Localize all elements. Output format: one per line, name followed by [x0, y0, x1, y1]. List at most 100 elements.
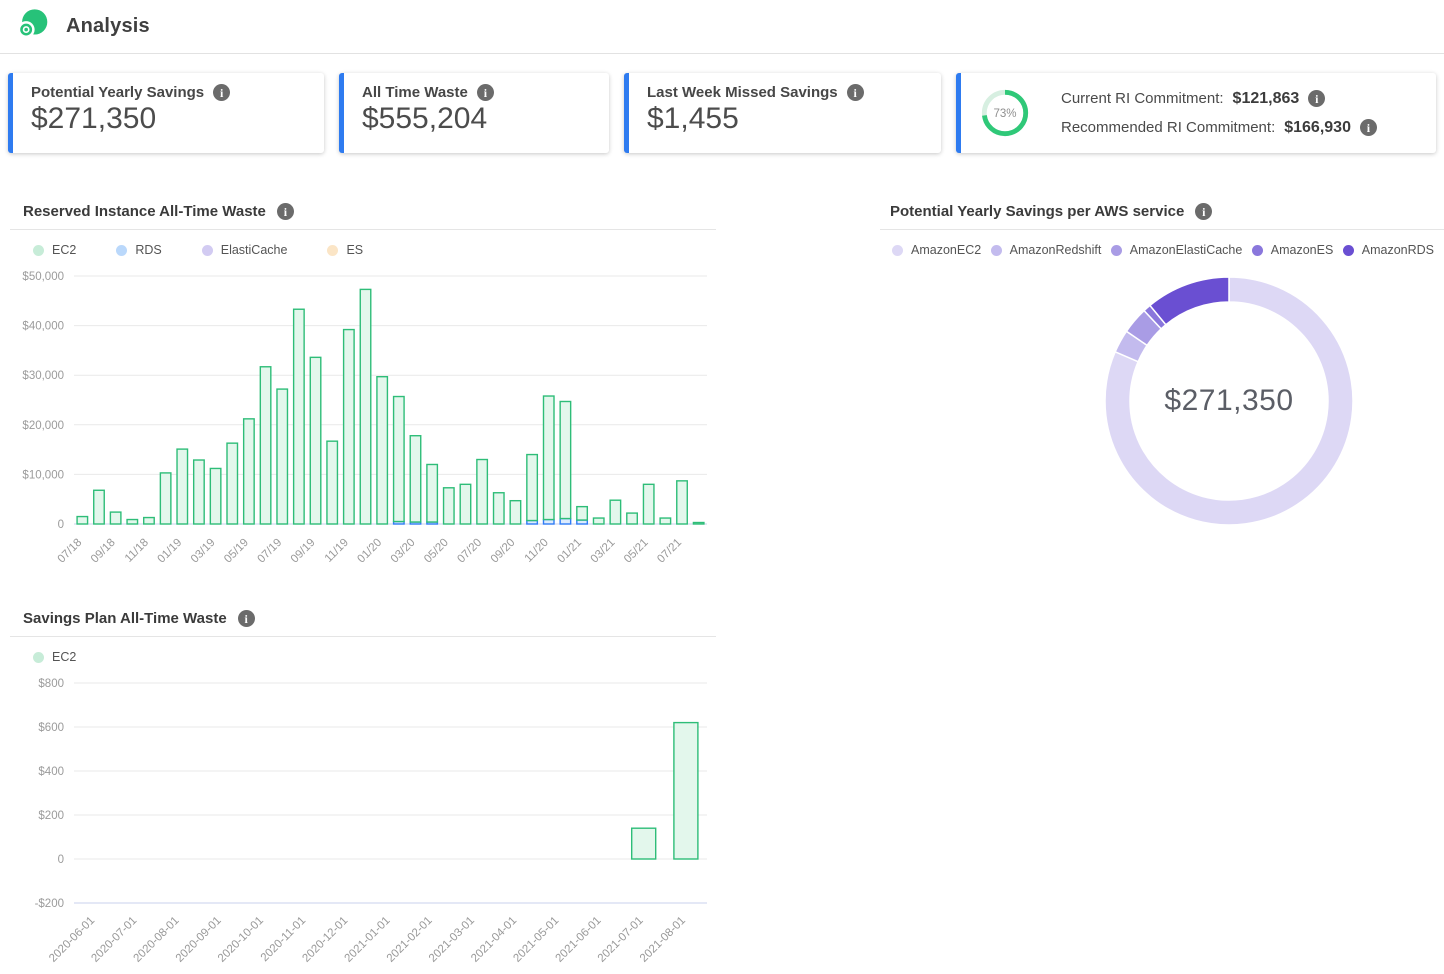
sp-waste-bar-chart[interactable]: $800$600$400$2000-$2002020-06-012020-07-… — [10, 669, 716, 969]
donut-segment-AmazonEC2[interactable] — [1104, 276, 1354, 526]
legend-dot — [116, 244, 128, 256]
x-tick-label: 03/19 — [189, 537, 218, 566]
legend-label: AmazonRDS — [1361, 243, 1434, 257]
legend-item-EC2[interactable]: EC2 — [33, 650, 76, 664]
savings-per-service-title-row: Potential Yearly Savings per AWS service… — [880, 203, 1444, 220]
bar-EC2-2021-07-01[interactable] — [631, 827, 657, 860]
legend-item-ES[interactable]: ES — [327, 243, 363, 257]
bar-EC2-06/19[interactable] — [259, 366, 272, 525]
info-icon[interactable]: i — [1359, 119, 1377, 136]
current-ri-commitment-row: Current RI Commitment: $121,863 i — [1061, 90, 1377, 108]
legend-item-AmazonEC2[interactable]: AmazonEC2 — [892, 243, 981, 257]
bar-EC2-02/21[interactable] — [592, 517, 605, 525]
bar-EC2-07/20[interactable] — [476, 458, 489, 525]
bar-EC2-10/20[interactable] — [526, 453, 539, 522]
x-tick-label: 01/20 — [355, 537, 384, 566]
stat-card-label: All Time Waste i — [362, 84, 591, 101]
legend-item-AmazonRedshift[interactable]: AmazonRedshift — [990, 243, 1101, 257]
legend-dot — [327, 244, 339, 256]
bar-EC2-02/19[interactable] — [192, 459, 205, 525]
bar-EC2-10/19[interactable] — [326, 440, 339, 525]
ri-commitment-rows: Current RI Commitment: $121,863 i Recomm… — [1061, 90, 1377, 137]
donut-segment-AmazonRDS[interactable] — [1148, 276, 1230, 326]
bar-EC2-09/20[interactable] — [509, 499, 522, 525]
info-icon[interactable]: i — [476, 84, 494, 101]
ri-waste-bar-chart[interactable]: $50,000 $40,000 $30,000 $20,000 $10,000 0 07/1… — [10, 262, 716, 597]
info-icon[interactable]: i — [846, 84, 864, 101]
bar-EC2-03/21[interactable] — [609, 499, 622, 525]
bar-EC2-07/19[interactable] — [276, 388, 289, 525]
bar-EC2-03/20[interactable] — [409, 435, 422, 523]
savings-donut-chart[interactable] — [1104, 276, 1354, 526]
ring-percent-label: 73% — [993, 108, 1016, 120]
legend-item-RDS[interactable]: RDS — [116, 243, 162, 257]
bar-EC2-08/20[interactable] — [492, 492, 505, 525]
bar-EC2-01/21[interactable] — [576, 505, 589, 521]
legend-item-EC2[interactable]: EC2 — [33, 243, 76, 257]
x-tick-label: 07/19 — [256, 537, 285, 566]
stat-card-label-text: Potential Yearly Savings — [31, 84, 205, 101]
stat-card-label: Potential Yearly Savings i — [31, 84, 306, 101]
y-tick-label: $50,000 — [22, 271, 64, 283]
legend-item-AmazonRDS[interactable]: AmazonRDS — [1342, 243, 1434, 257]
legend-item-AmazonES[interactable]: AmazonES — [1251, 243, 1333, 257]
bar-EC2-12/19[interactable] — [359, 288, 372, 525]
y-tick-label: $20,000 — [22, 420, 64, 432]
bar-EC2-12/18[interactable] — [159, 472, 172, 525]
legend-item-ElastiCache[interactable]: ElastiCache — [201, 243, 287, 257]
x-tick-label: 07/20 — [455, 537, 484, 566]
bar-EC2-09/19[interactable] — [309, 356, 322, 525]
stat-card-label-text: All Time Waste — [362, 84, 468, 101]
ri-coverage-ring: 73% — [981, 89, 1029, 137]
bar-EC2-08/18[interactable] — [93, 489, 105, 525]
bar-EC2-10/18[interactable] — [126, 518, 139, 525]
bar-EC2-05/19[interactable] — [242, 418, 255, 525]
stat-card-last-week-missed-savings: Last Week Missed Savings i $1,455 — [624, 73, 941, 153]
legend-dot — [33, 651, 44, 663]
bar-EC2-05/21[interactable] — [642, 483, 655, 525]
bar-EC2-09/18[interactable] — [109, 511, 122, 525]
info-icon[interactable]: i — [213, 84, 231, 101]
bar-EC2-11/18[interactable] — [143, 516, 155, 525]
bar-EC2-04/20[interactable] — [426, 463, 439, 523]
x-tick-label: 2021-08-01 — [638, 915, 688, 965]
legend-dot — [201, 244, 213, 256]
y-tick-label: $40,000 — [22, 321, 64, 333]
stat-card-potential-yearly-savings: Potential Yearly Savings i $271,350 — [8, 73, 324, 153]
info-icon[interactable]: i — [237, 610, 255, 627]
bar-EC2-07/21[interactable] — [676, 480, 688, 525]
savings-donut[interactable]: $271,350 — [1104, 276, 1354, 526]
legend-dot — [892, 244, 903, 256]
stat-card-label-text: Last Week Missed Savings — [647, 84, 838, 101]
bar-EC2-06/21[interactable] — [659, 517, 672, 525]
legend-item-AmazonElastiCache[interactable]: AmazonElastiCache — [1110, 243, 1243, 257]
bar-RDS-12/20[interactable] — [559, 517, 572, 525]
legend-label: AmazonEC2 — [911, 243, 982, 257]
legend-dot — [1110, 244, 1122, 256]
bar-EC2-01/19[interactable] — [176, 448, 189, 525]
bar-EC2-08/21[interactable] — [692, 521, 705, 525]
info-icon[interactable]: i — [1308, 90, 1326, 107]
bar-EC2-11/20[interactable] — [542, 395, 555, 521]
bar-EC2-12/20[interactable] — [559, 400, 572, 520]
sp-waste-legend: EC2 — [10, 637, 716, 669]
bar-EC2-2021-08-01[interactable] — [673, 721, 699, 860]
savings-per-service-title: Potential Yearly Savings per AWS service — [890, 203, 1185, 220]
bar-EC2-02/20[interactable] — [392, 395, 405, 523]
recommended-ri-commitment-label: Recommended RI Commitment: — [1061, 119, 1276, 136]
bar-EC2-01/20[interactable] — [376, 375, 389, 525]
bar-EC2-07/18[interactable] — [76, 515, 89, 525]
x-tick-label: 01/19 — [156, 537, 185, 566]
legend-label: AmazonElastiCache — [1129, 243, 1243, 257]
stat-card-value: $1,455 — [647, 102, 739, 135]
bar-EC2-04/19[interactable] — [226, 442, 239, 525]
x-tick-label: 07/18 — [56, 537, 85, 566]
bar-EC2-08/19[interactable] — [292, 308, 305, 525]
info-icon[interactable]: i — [1195, 203, 1213, 220]
bar-EC2-06/20[interactable] — [459, 483, 472, 525]
bar-EC2-11/19[interactable] — [342, 328, 355, 525]
bar-EC2-04/21[interactable] — [626, 512, 638, 525]
bar-EC2-03/19[interactable] — [209, 467, 222, 525]
info-icon[interactable]: i — [276, 203, 294, 220]
bar-EC2-05/20[interactable] — [442, 487, 455, 525]
